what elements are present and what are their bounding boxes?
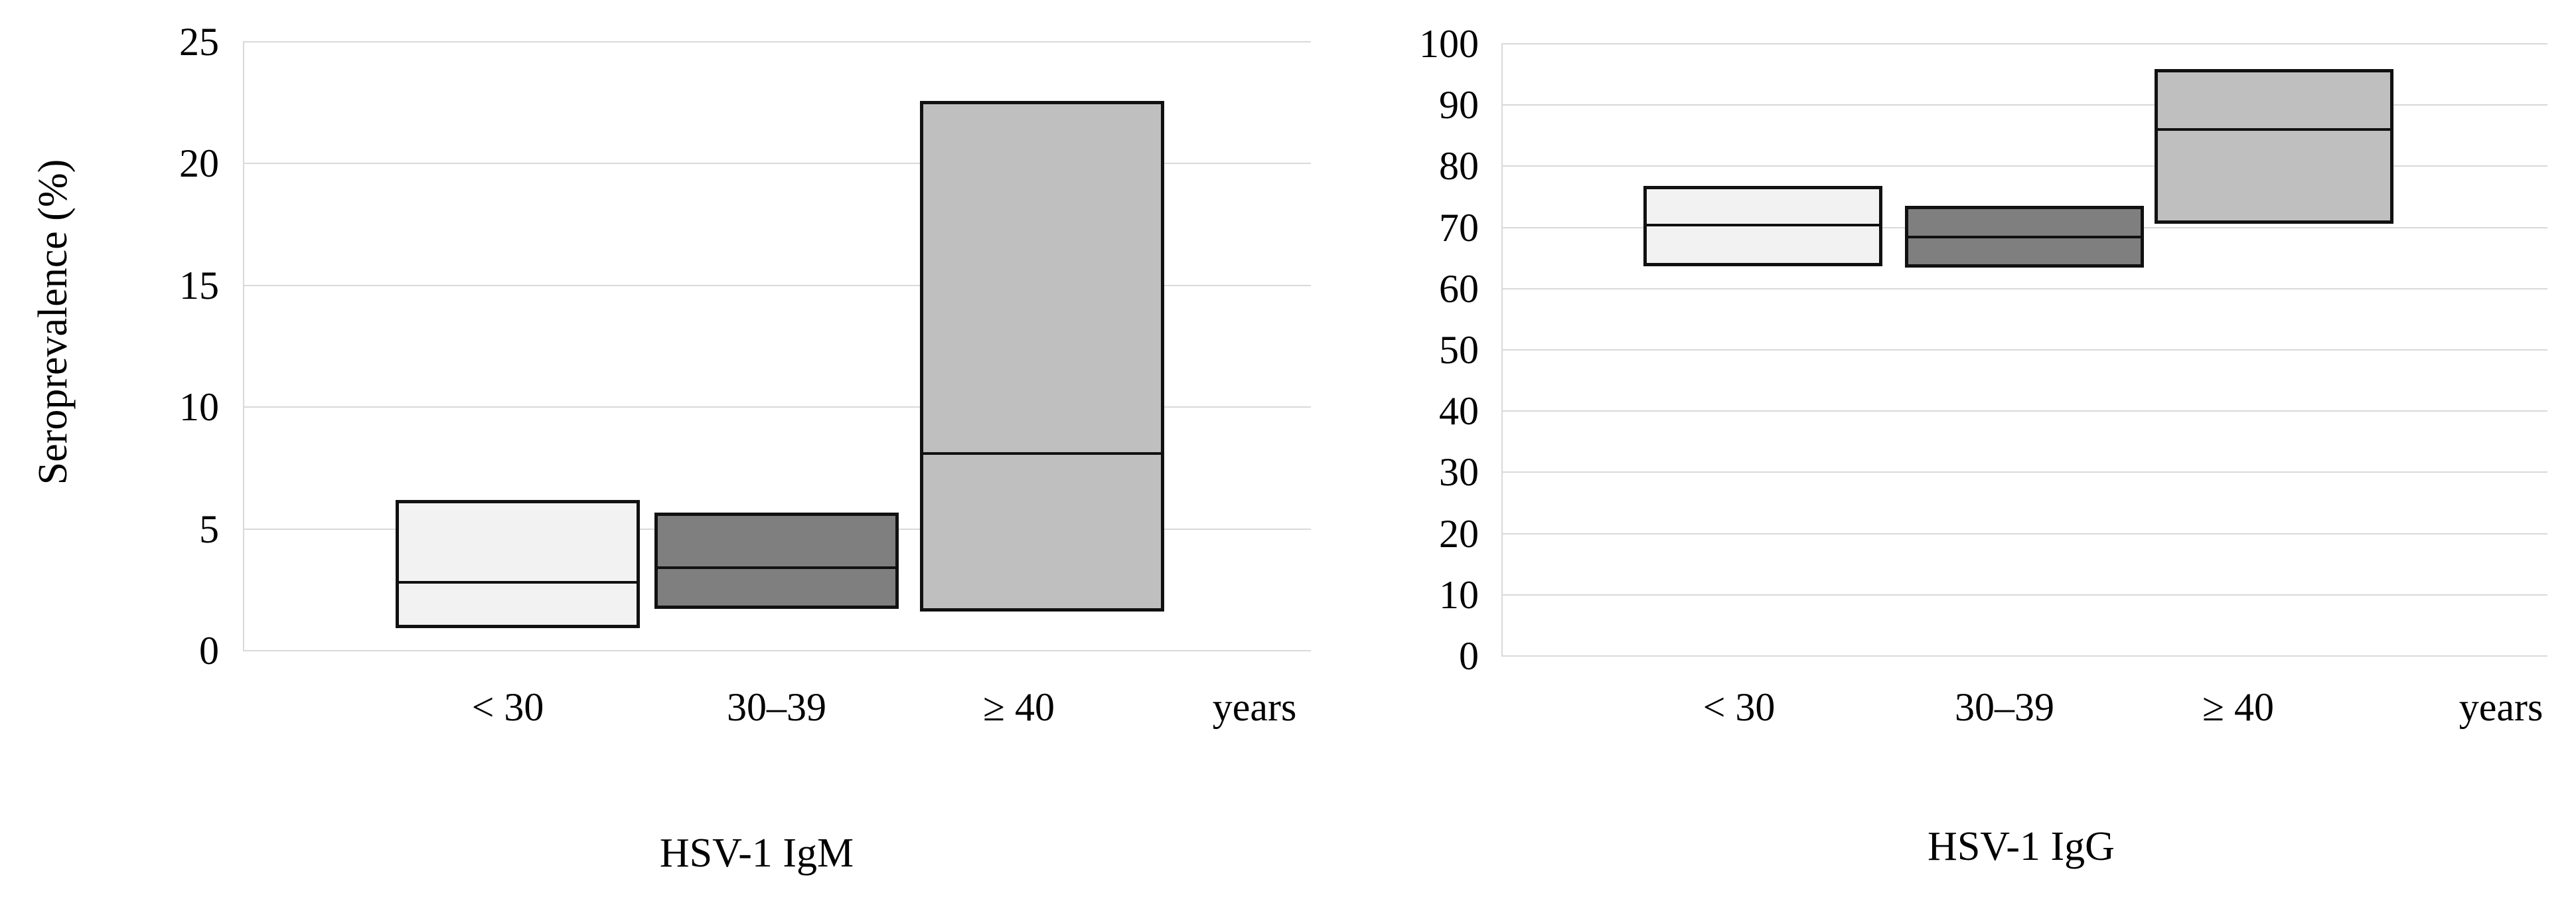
y-gridline — [243, 406, 1311, 408]
ci-box-bar — [1905, 206, 2144, 268]
y-axis-line — [243, 42, 244, 651]
point-estimate-line — [399, 581, 637, 584]
y-tick-label: 50 — [1439, 328, 1479, 372]
y-axis-title: Seroprevalence (%) — [31, 159, 76, 485]
y-gridline — [1501, 471, 2547, 473]
x-unit-label: years — [1212, 685, 1297, 729]
y-gridline — [243, 529, 1311, 530]
y-tick-label: 0 — [1459, 634, 1479, 678]
y-tick-label: 0 — [199, 629, 219, 673]
y-gridline — [1501, 165, 2547, 167]
y-gridline — [1501, 533, 2547, 535]
y-gridline — [243, 650, 1311, 651]
y-tick-label: 90 — [1439, 83, 1479, 127]
point-estimate-line — [923, 452, 1161, 455]
ci-box-bar — [1643, 186, 1882, 266]
y-gridline — [1501, 655, 2547, 657]
point-estimate-line — [658, 566, 895, 569]
point-estimate-line — [1908, 236, 2141, 238]
y-gridline — [1501, 288, 2547, 289]
ci-box-bar — [654, 513, 899, 609]
y-gridline — [243, 41, 1311, 42]
y-tick-label: 20 — [1439, 512, 1479, 556]
point-estimate-line — [1647, 224, 1879, 226]
y-tick-label: 60 — [1439, 267, 1479, 311]
x-category-label: 30–39 — [1955, 685, 2054, 729]
x-category-label: ≥ 40 — [2202, 685, 2274, 729]
ci-box-bar — [396, 500, 640, 628]
y-gridline — [1501, 594, 2547, 596]
y-tick-label: 30 — [1439, 450, 1479, 494]
x-category-label: ≥ 40 — [983, 685, 1055, 729]
y-tick-label: 80 — [1439, 144, 1479, 188]
x-category-label: < 30 — [1703, 685, 1776, 729]
point-estimate-line — [2158, 128, 2390, 131]
y-tick-label: 10 — [1439, 573, 1479, 617]
x-category-label: < 30 — [471, 685, 544, 729]
x-unit-label: years — [2459, 685, 2543, 729]
y-gridline — [243, 163, 1311, 164]
y-gridline — [1501, 227, 2547, 228]
ci-box-bar — [2155, 69, 2393, 224]
y-tick-label: 100 — [1419, 22, 1479, 66]
panel-title-igm: HSV-1 IgM — [659, 831, 854, 876]
panel-title-igg: HSV-1 IgG — [1928, 824, 2115, 869]
y-gridline — [243, 285, 1311, 286]
y-gridline — [1501, 43, 2547, 44]
y-gridline — [1501, 104, 2547, 106]
y-tick-label: 70 — [1439, 206, 1479, 250]
y-axis-line — [1501, 44, 1503, 656]
x-category-label: 30–39 — [727, 685, 826, 729]
ci-box-bar — [920, 101, 1164, 612]
y-gridline — [1501, 410, 2547, 412]
y-gridline — [1501, 349, 2547, 351]
y-tick-label: 40 — [1439, 389, 1479, 433]
